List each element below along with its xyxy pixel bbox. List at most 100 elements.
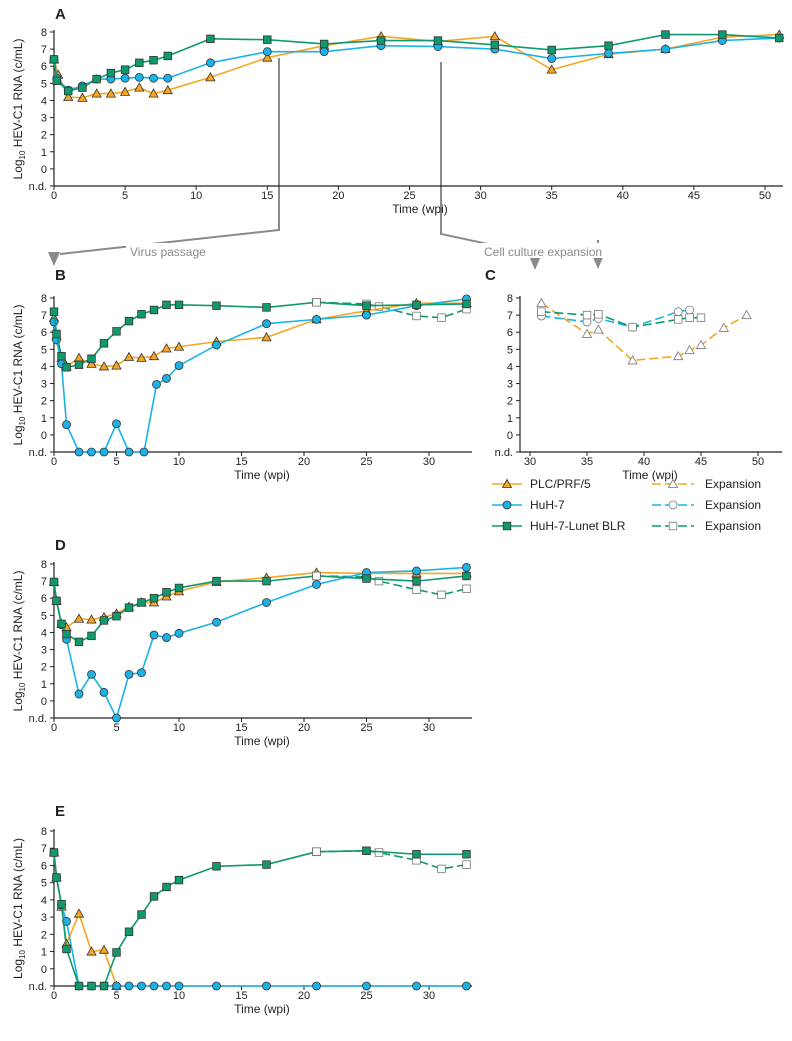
triangle-marker	[111, 360, 122, 370]
x-tick-label: 15	[261, 190, 273, 202]
x-tick-label: 40	[638, 456, 650, 468]
circle-marker	[362, 310, 371, 320]
x-tick-label: 15	[235, 990, 247, 1002]
x-tick-label: 20	[298, 722, 310, 734]
x-axis-label: Time (wpi)	[392, 202, 448, 216]
square-marker	[135, 58, 144, 67]
square-marker	[668, 521, 678, 531]
circle-marker	[502, 500, 512, 510]
triangle-marker	[627, 355, 638, 365]
square-marker	[412, 585, 421, 594]
circle-marker	[62, 420, 71, 430]
circle-marker	[312, 314, 321, 324]
triangle-marker	[148, 350, 160, 361]
series-line	[53, 33, 780, 99]
y-tick-label: 2	[41, 929, 47, 941]
y-tick-label: n.d.	[495, 447, 513, 459]
square-marker	[674, 315, 683, 324]
circle-marker	[163, 73, 173, 83]
square-marker	[99, 339, 109, 348]
triangle-marker	[536, 297, 547, 308]
square-marker	[262, 860, 271, 869]
series-plc-expansion	[536, 297, 752, 365]
circle-marker	[112, 713, 121, 723]
y-tick-label: n.d.	[29, 981, 47, 993]
square-marker	[490, 40, 500, 50]
legend-item-plc: PLC/PRF/5	[492, 477, 591, 491]
y-tick-label: n.d.	[29, 181, 47, 193]
y-tick-label: n.d.	[29, 447, 47, 459]
y-tick-label: 3	[41, 379, 47, 391]
x-tick-label: 20	[298, 990, 310, 1002]
circle-marker	[673, 307, 683, 317]
circle-marker	[162, 981, 171, 991]
x-tick-label: 30	[474, 190, 486, 202]
x-tick-label: 30	[423, 456, 435, 468]
triangle-marker	[134, 82, 145, 92]
y-tick-label: 1	[41, 947, 47, 959]
square-marker	[462, 571, 471, 581]
y-tick-label: 6	[41, 593, 47, 605]
square-marker	[206, 34, 215, 44]
y-axis-label: Log10 HEV-C1 RNA (c/mL)	[11, 571, 27, 712]
y-tick-label: 0	[41, 430, 47, 442]
square-marker	[412, 850, 421, 859]
y-tick-label: 7	[41, 576, 47, 588]
square-marker	[537, 307, 546, 316]
square-marker	[582, 310, 592, 320]
y-tick-label: 2	[41, 396, 47, 408]
square-marker	[462, 850, 471, 859]
circle-marker	[74, 689, 84, 699]
x-tick-label: 25	[360, 722, 372, 734]
y-tick-label: 0	[507, 430, 513, 442]
square-marker	[437, 313, 446, 322]
square-marker	[376, 36, 386, 45]
triangle-marker	[673, 350, 684, 361]
x-tick-label: 35	[546, 190, 558, 202]
x-tick-label: 5	[113, 990, 119, 1002]
triangle-marker	[718, 322, 729, 332]
series-line	[53, 37, 780, 92]
square-marker	[149, 594, 159, 603]
square-marker	[137, 910, 146, 919]
series-huh7	[49, 294, 471, 457]
x-tick-label: 40	[617, 190, 629, 202]
y-tick-label: 4	[41, 361, 47, 373]
square-marker	[99, 616, 109, 625]
y-tick-label: 4	[41, 627, 47, 639]
circle-marker	[74, 447, 84, 457]
x-tick-label: 25	[403, 190, 415, 202]
circle-marker	[174, 361, 184, 370]
x-axis-label: Time (wpi)	[234, 468, 290, 482]
square-marker	[49, 307, 59, 316]
circle-marker	[139, 447, 149, 457]
square-marker	[718, 30, 727, 39]
x-axis-label: Time (wpi)	[234, 734, 290, 748]
circle-marker	[162, 374, 171, 383]
y-tick-label: 5	[41, 78, 47, 90]
y-tick-label: n.d.	[29, 713, 47, 725]
square-marker	[462, 299, 471, 309]
x-tick-label: 30	[524, 456, 536, 468]
square-marker	[263, 35, 272, 44]
triangle-marker	[86, 358, 97, 368]
x-tick-label: 15	[235, 456, 247, 468]
triangle-marker	[86, 946, 97, 956]
square-marker	[212, 862, 221, 871]
y-tick-label: 3	[41, 912, 47, 924]
triangle-marker	[73, 352, 85, 362]
y-tick-label: 8	[41, 293, 47, 305]
y-tick-label: 0	[41, 696, 47, 708]
x-tick-label: 0	[51, 456, 57, 468]
series-line	[53, 566, 467, 721]
circle-marker	[62, 917, 71, 926]
series-lunet	[49, 846, 471, 991]
legend-label: PLC/PRF/5	[530, 477, 591, 491]
y-tick-label: 8	[41, 826, 47, 838]
legend-label: HuH-7-Lunet BLR	[530, 519, 626, 533]
y-tick-label: 7	[41, 843, 47, 855]
triangle-marker	[119, 86, 131, 96]
circle-marker	[87, 447, 96, 457]
annotation-cell-culture-expansion: Cell culture expansion	[440, 62, 620, 270]
legend-item-huh7-expansion: Expansion	[652, 498, 761, 512]
